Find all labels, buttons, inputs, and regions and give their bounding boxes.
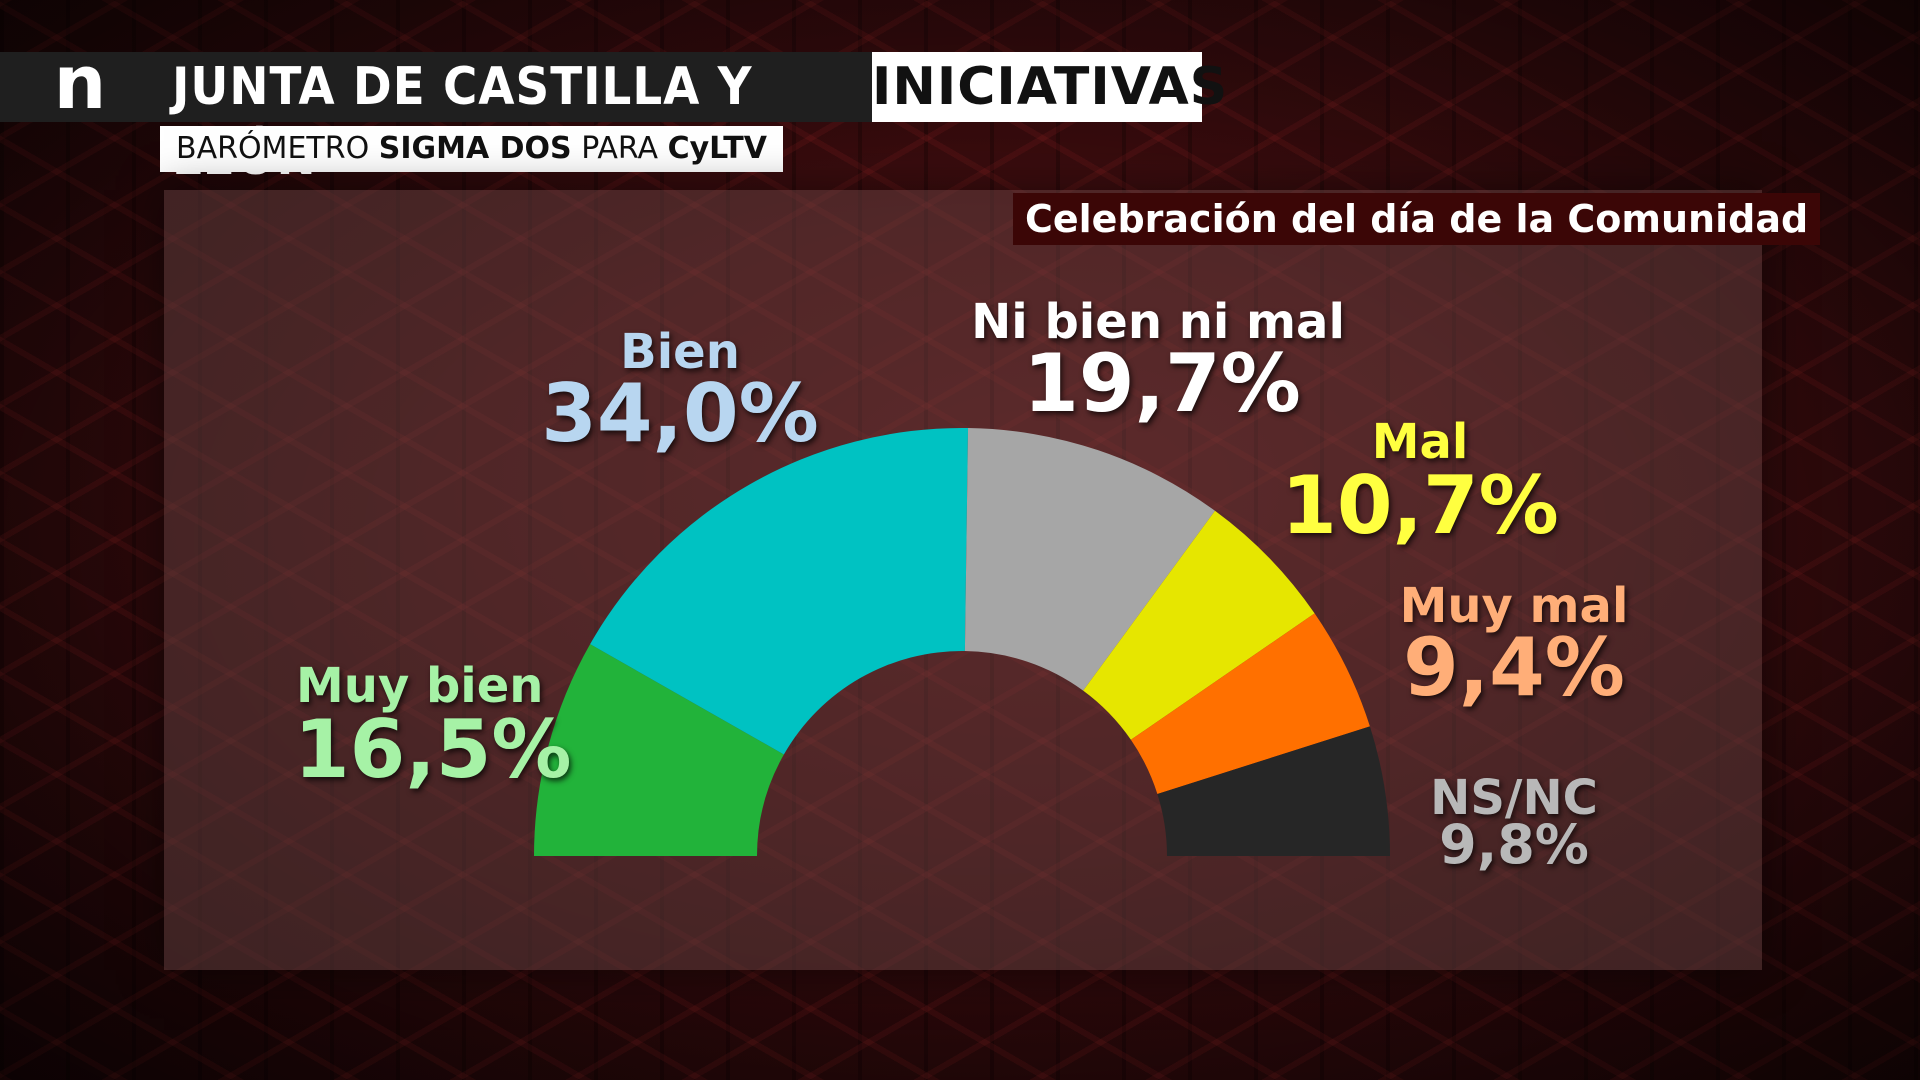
page-title: JUNTA DE CASTILLA Y LEÓN (160, 52, 872, 187)
chart-segment-ns-nc (1157, 726, 1390, 856)
subtitle-part: BARÓMETRO (176, 131, 379, 166)
category-label-muy-bien: Muy bien (296, 658, 544, 714)
category-label-bien: Bien (620, 324, 740, 380)
value-label-muy-mal: 9,4% (1403, 621, 1625, 714)
chart-segment-ni-bien-ni-mal (964, 428, 1215, 691)
value-label-ns-nc: 9,8% (1439, 813, 1589, 876)
value-label-ni-bien-ni-mal: 19,7% (1023, 337, 1301, 430)
chart-segment-muy-mal (1130, 613, 1370, 794)
category-label-ni-bien-ni-mal: Ni bien ni mal (971, 294, 1345, 350)
value-label-bien: 34,0% (541, 367, 819, 460)
value-label-muy-bien: 16,5% (294, 703, 572, 796)
chart-segment-mal (1083, 510, 1315, 740)
chart-segment-muy-bien (534, 644, 784, 856)
subtitle: BARÓMETRO SIGMA DOS PARA CyLTV (160, 126, 783, 172)
subtitle-part: PARA (571, 131, 668, 166)
chart-title: Celebración del día de la Comunidad (1013, 193, 1821, 245)
section-tag: INICIATIVAS (872, 52, 1227, 122)
chart-segment-bien (590, 428, 969, 755)
category-label-muy-mal: Muy mal (1399, 578, 1629, 634)
subtitle-part-bold: CyLTV (667, 131, 767, 166)
category-label-ns-nc: NS/NC (1430, 770, 1598, 826)
value-label-mal: 10,7% (1281, 459, 1559, 552)
category-label-mal: Mal (1371, 414, 1469, 470)
channel-logo: n (0, 46, 160, 122)
subtitle-part-bold: SIGMA DOS (378, 131, 572, 166)
